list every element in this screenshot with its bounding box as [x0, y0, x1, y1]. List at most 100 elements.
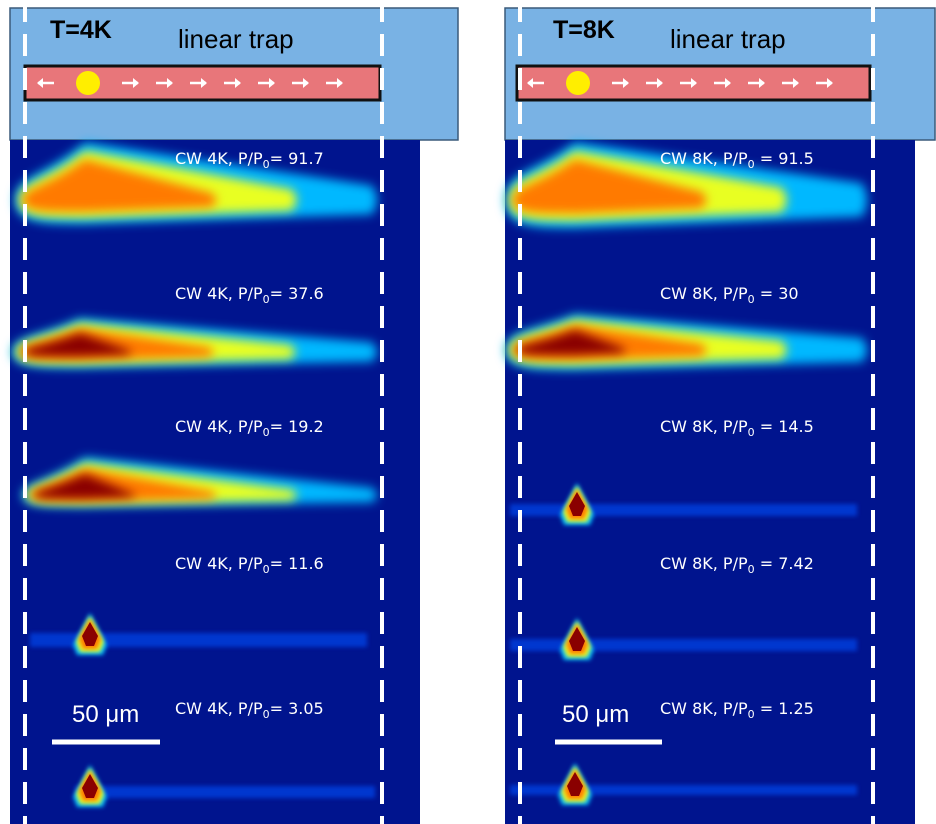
arrow — [258, 78, 275, 88]
frame-label: CW 8K, P/P0 = 30 — [660, 284, 799, 306]
emission-spot — [569, 492, 585, 516]
emission-frame — [510, 763, 857, 805]
arrow — [714, 78, 731, 88]
emission-band — [24, 333, 132, 357]
frame-label: CW 8K, P/P0 = 1.25 — [660, 699, 814, 721]
arrow-head — [623, 78, 629, 88]
arrow-head — [527, 78, 533, 88]
emission-frame — [505, 142, 867, 228]
label-text: CW 8K, P/P — [660, 284, 748, 303]
label-value: = 91.5 — [755, 149, 814, 168]
emission-spot — [82, 622, 98, 646]
emission-tail — [510, 785, 857, 795]
label-text: CW 4K, P/P — [175, 554, 263, 573]
label-value: = 14.5 — [755, 417, 814, 436]
emission-frame — [73, 765, 375, 807]
emission-spot — [82, 774, 98, 798]
particle — [566, 71, 590, 95]
emission-frame — [510, 483, 857, 525]
frame-label: CW 8K, P/P0 = 91.5 — [660, 149, 814, 171]
label-subscript: 0 — [263, 158, 270, 171]
emission-tail — [75, 786, 375, 798]
label-text: CW 8K, P/P — [660, 417, 748, 436]
label-subscript: 0 — [748, 708, 755, 721]
emission-spot — [569, 627, 585, 651]
emission-frame — [510, 618, 857, 660]
arrow-head — [269, 78, 275, 88]
label-subscript: 0 — [748, 158, 755, 171]
scale-bar-label: 50 μm — [562, 701, 629, 728]
emission-spot — [567, 772, 583, 796]
arrow — [646, 78, 663, 88]
label-value: = 11.6 — [270, 554, 324, 573]
label-subscript: 0 — [748, 426, 755, 439]
arrow — [37, 78, 54, 88]
label-subscript: 0 — [263, 293, 270, 306]
label-value: = 7.42 — [755, 554, 814, 573]
label-value: = 37.6 — [270, 284, 324, 303]
arrow-head — [235, 78, 241, 88]
emission-band — [513, 159, 707, 214]
label-text: CW 8K, P/P — [660, 699, 748, 718]
arrow-head — [201, 78, 207, 88]
frame-label: CW 4K, P/P0= 37.6 — [175, 284, 324, 306]
temperature: T=8K — [553, 16, 615, 44]
scale-bar-label: 50 μm — [72, 701, 139, 728]
label-subscript: 0 — [748, 563, 755, 576]
trap-label: linear trap — [670, 24, 786, 54]
label-value: = 1.25 — [755, 699, 814, 718]
label-value: = 30 — [755, 284, 799, 303]
arrow-head — [133, 78, 139, 88]
label-value: = 19.2 — [270, 417, 324, 436]
frame-label: CW 8K, P/P0 = 14.5 — [660, 417, 814, 439]
arrow — [190, 78, 207, 88]
emission-band — [517, 330, 626, 355]
label-subscript: 0 — [263, 708, 270, 721]
image-background — [505, 140, 915, 824]
label-subscript: 0 — [263, 563, 270, 576]
arrow-head — [827, 78, 833, 88]
arrow-head — [725, 78, 731, 88]
emission-band — [23, 159, 217, 212]
arrow — [156, 78, 173, 88]
frame-label: CW 4K, P/P0= 3.05 — [175, 699, 324, 721]
emission-tail — [30, 633, 367, 647]
emission-frame — [505, 314, 867, 370]
label-subscript: 0 — [263, 426, 270, 439]
label-text: CW 4K, P/P — [175, 284, 263, 303]
label-text: CW 4K, P/P — [175, 149, 263, 168]
label-text: CW 8K, P/P — [660, 149, 748, 168]
frame-label: CW 8K, P/P0 = 7.42 — [660, 554, 814, 576]
arrow-head — [691, 78, 697, 88]
arrow — [816, 78, 833, 88]
emission-tail — [510, 504, 857, 516]
particle — [76, 71, 100, 95]
frame-label: CW 4K, P/P0= 19.2 — [175, 417, 324, 439]
emission-frame — [22, 457, 377, 507]
arrow — [326, 78, 343, 88]
label-text: CW 4K, P/P — [175, 699, 263, 718]
arrow-head — [337, 78, 343, 88]
label-text: CW 8K, P/P — [660, 554, 748, 573]
arrow — [224, 78, 241, 88]
arrow-head — [657, 78, 663, 88]
emission-frame — [15, 142, 377, 224]
arrow-head — [37, 78, 43, 88]
arrow-head — [759, 78, 765, 88]
emission-tail — [510, 639, 857, 651]
arrow — [748, 78, 765, 88]
arrow-head — [303, 78, 309, 88]
arrow-head — [167, 78, 173, 88]
label-subscript: 0 — [748, 293, 755, 306]
emission-band — [34, 474, 136, 499]
arrow — [782, 78, 799, 88]
emission-frame — [30, 613, 367, 655]
label-text: CW 4K, P/P — [175, 417, 263, 436]
trap-label: linear trap — [178, 24, 294, 54]
arrow — [292, 78, 309, 88]
arrow — [680, 78, 697, 88]
